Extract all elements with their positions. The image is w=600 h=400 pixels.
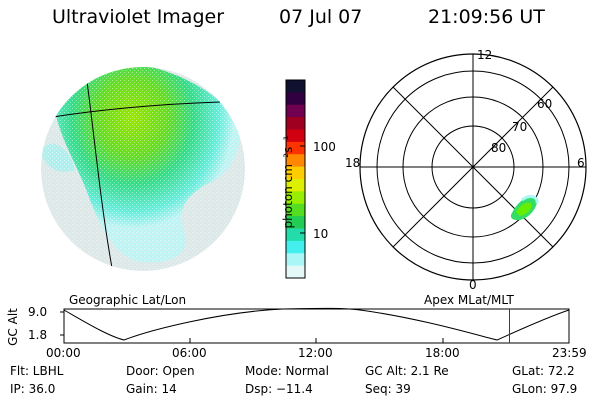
colorbar-cell	[286, 240, 305, 254]
xtick-1200: 12:00	[298, 346, 333, 360]
date-label: 07 Jul 07	[279, 6, 363, 28]
mlt-label-6: 6	[577, 156, 585, 170]
xtick-0600: 06:00	[172, 346, 207, 360]
mlt-label-12: 12	[477, 48, 493, 62]
lat-label-70: 70	[512, 120, 528, 134]
xtick-0000: 00:00	[46, 346, 81, 360]
polar-mlt-plot	[359, 53, 587, 281]
dsp-label: Dsp: −11.4	[245, 382, 313, 396]
colorbar-cell	[286, 92, 305, 106]
colorbar-cell	[286, 129, 305, 143]
gain-label: Gain: 14	[126, 382, 177, 396]
lat-label-80: 80	[491, 141, 507, 155]
xtick-2359: 23:59	[552, 346, 587, 360]
colorbar-cell	[286, 228, 305, 242]
colorbar-cell	[286, 191, 305, 205]
colorbar-cell	[286, 216, 305, 230]
timeline-ylabel: GC Alt	[5, 308, 20, 346]
filter-label: Flt: LBHL	[10, 364, 64, 378]
instrument-title: Ultraviolet Imager	[52, 6, 225, 28]
ytick-9: 9.0	[28, 305, 48, 319]
altitude-timeline	[60, 307, 570, 344]
gc-alt-label: GC Alt: 2.1 Re	[365, 364, 449, 378]
colorbar-cell	[286, 253, 305, 267]
colorbar-cell	[286, 154, 305, 168]
colorbar-cell	[286, 80, 305, 93]
colorbar-tick-100: 100	[313, 140, 336, 154]
colorbar-cell	[286, 203, 305, 217]
colorbar-cell	[286, 179, 305, 192]
colorbar-cell	[286, 141, 305, 155]
glon-label: GLon: 97.9	[512, 382, 578, 396]
colorbar-cell	[286, 104, 305, 118]
timeline-left-title: Geographic Lat/Lon	[69, 293, 187, 307]
ytick-1-8: 1.8	[28, 328, 48, 342]
door-label: Door: Open	[126, 364, 195, 378]
colorbar-cell	[286, 117, 305, 131]
timeline-right-title: Apex MLat/MLT	[424, 293, 514, 307]
colorbar-cell	[286, 166, 305, 180]
time-label: 21:09:56 UT	[428, 6, 545, 28]
colorbar-label: photon cm⁻²s⁻¹	[281, 135, 295, 229]
glat-label: GLat: 72.2	[512, 364, 575, 378]
mlt-label-0: 0	[469, 278, 477, 292]
colorbar-tick-10: 10	[313, 227, 329, 241]
lat-label-60: 60	[537, 97, 553, 111]
colorbar	[285, 79, 306, 279]
mode-label: Mode: Normal	[245, 364, 329, 378]
mlt-label-18: 18	[345, 156, 361, 170]
ip-label: IP: 36.0	[10, 382, 56, 396]
colorbar-cell	[286, 265, 305, 279]
uv-image-disk	[41, 67, 245, 271]
xtick-1800: 18:00	[425, 346, 460, 360]
seq-label: Seq: 39	[365, 382, 411, 396]
